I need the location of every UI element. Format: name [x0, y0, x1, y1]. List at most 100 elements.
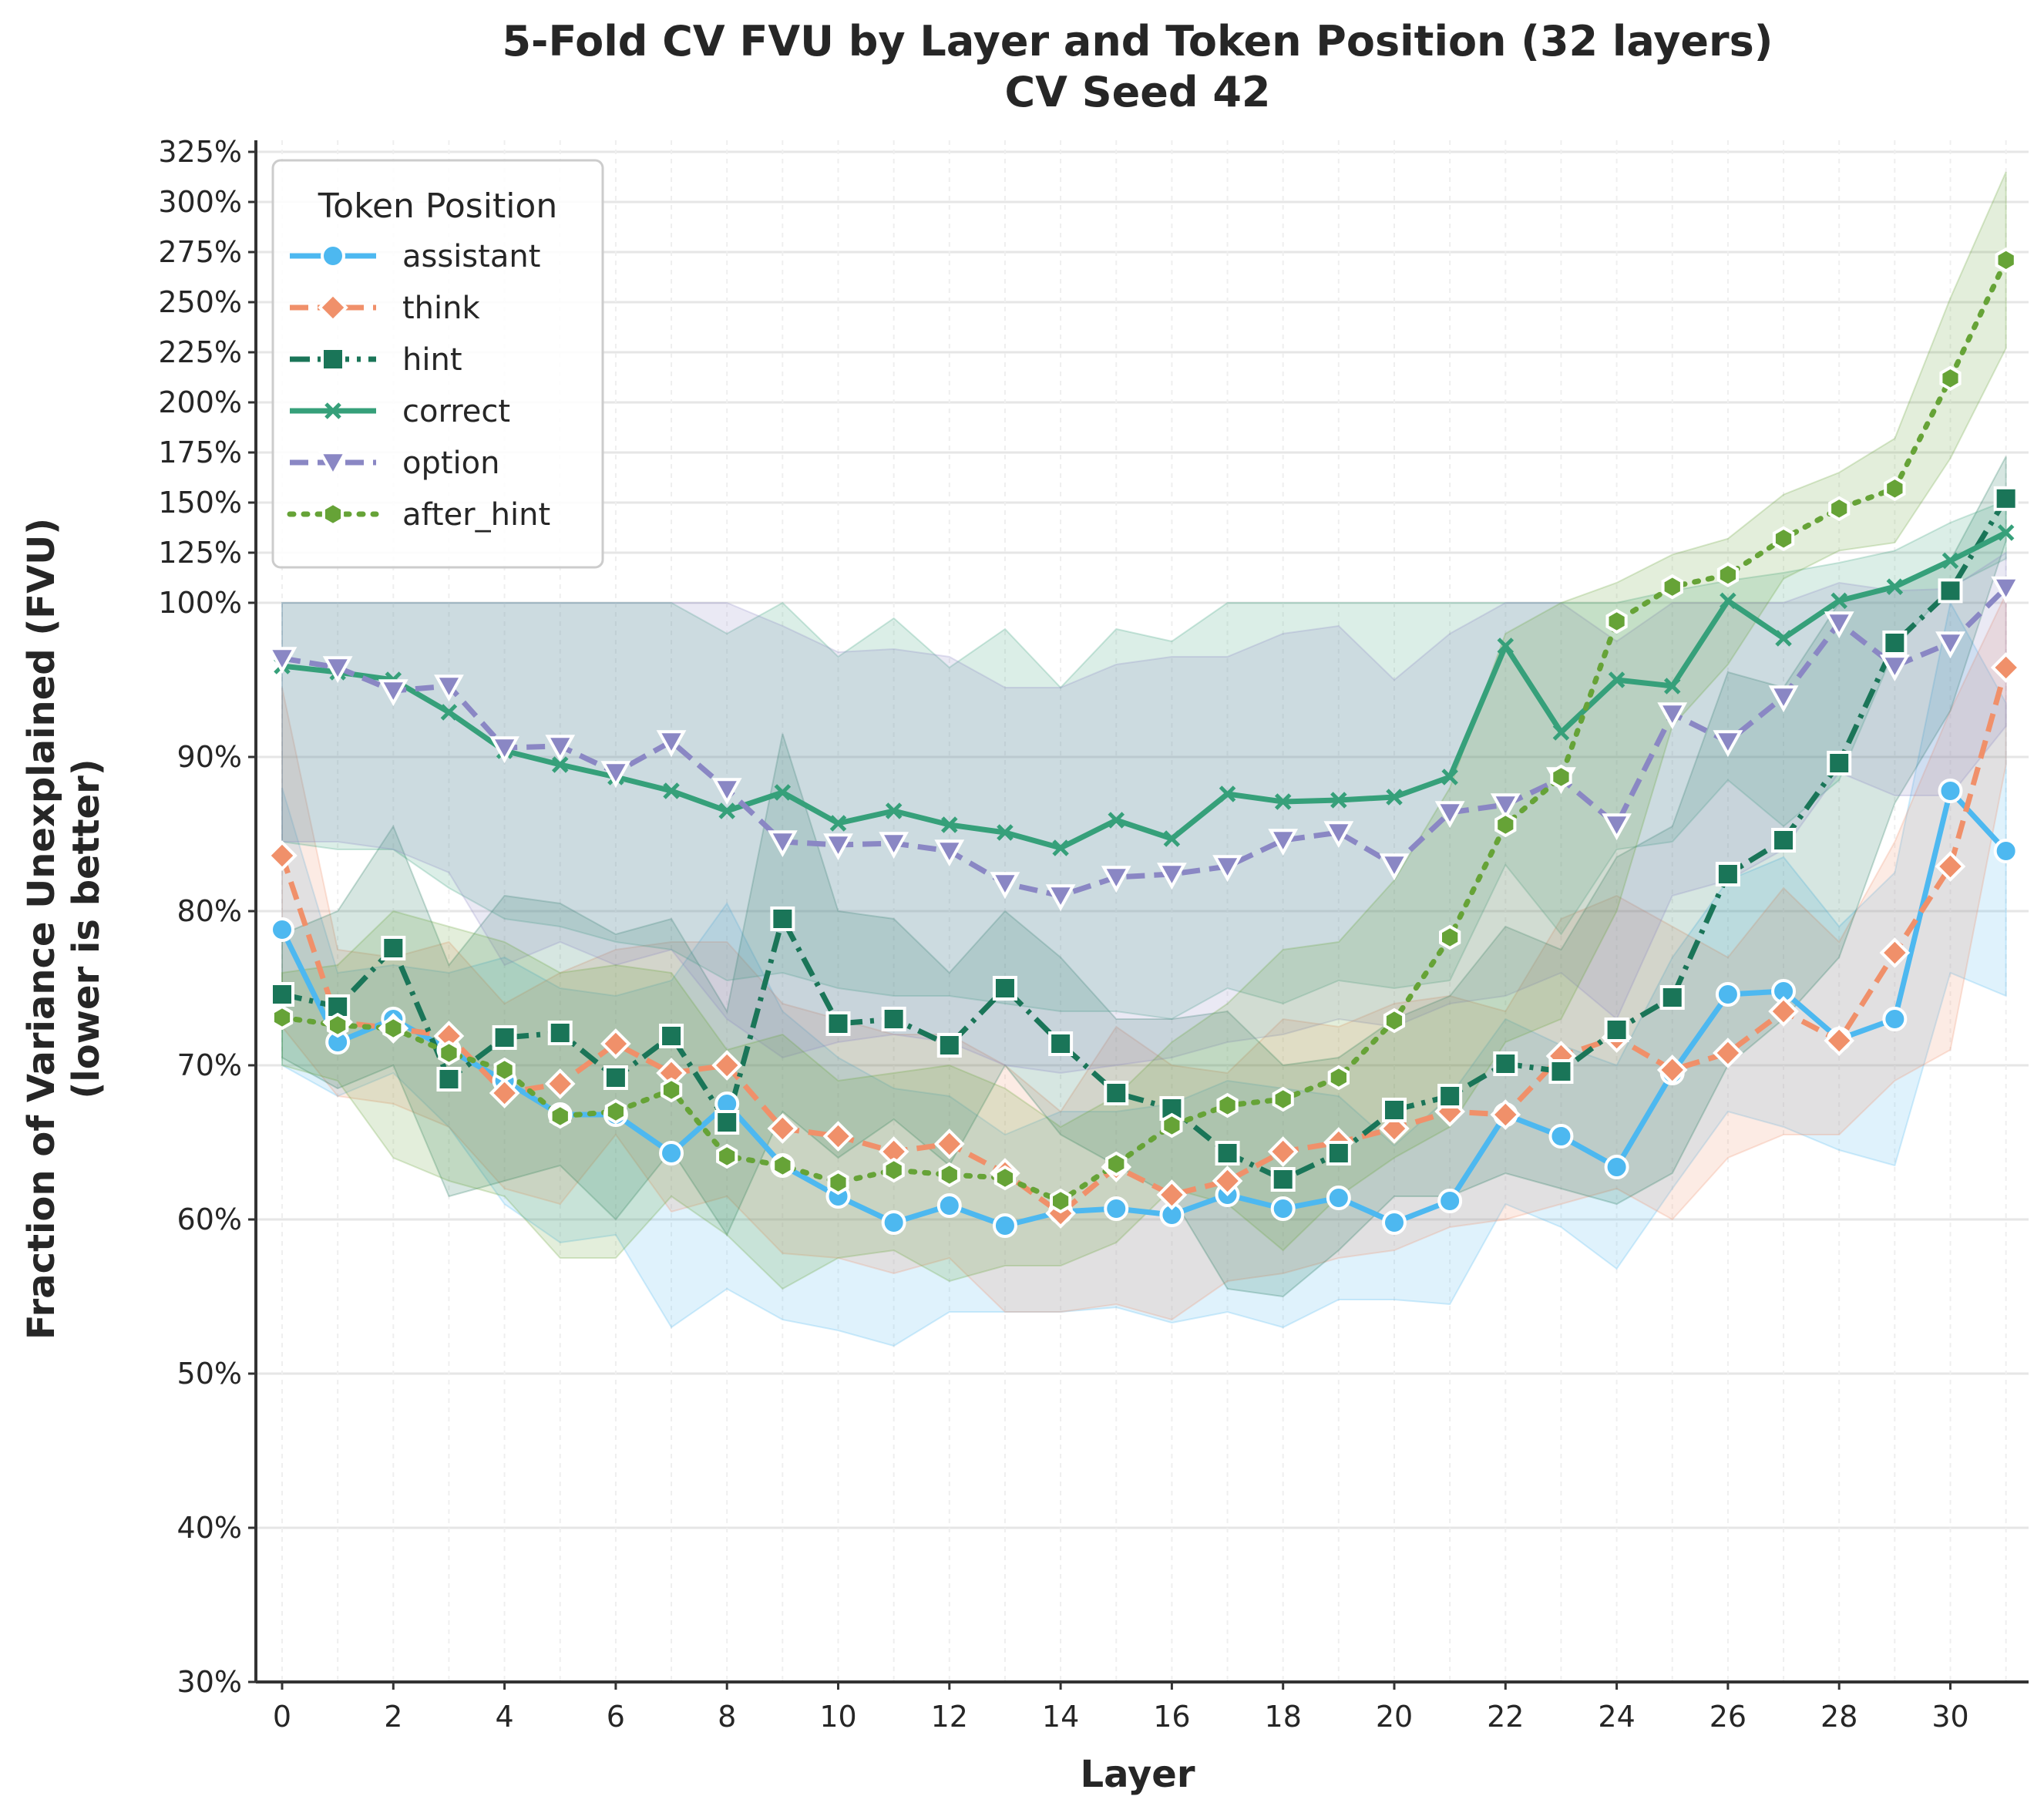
point-think	[1824, 1025, 1855, 1056]
point-after_hint	[1716, 562, 1739, 587]
y-axis-label: Fraction of Variance Unexplained (FVU)	[20, 518, 63, 1340]
x-tick-label: 24	[1598, 1700, 1635, 1734]
point-assistant	[659, 1141, 684, 1166]
point-option	[1157, 863, 1187, 890]
point-option	[1434, 801, 1465, 829]
point-correct	[1886, 578, 1904, 595]
point-hint	[436, 1067, 462, 1092]
point-think	[1490, 1099, 1521, 1130]
y-tick-label: 225%	[158, 335, 242, 369]
point-after_hint	[882, 1157, 905, 1183]
y-tick-label: 90%	[177, 740, 242, 774]
point-assistant	[1326, 1186, 1351, 1210]
y-tick-label: 30%	[177, 1665, 242, 1699]
legend: Token Position assistant think hint correct…	[271, 159, 604, 569]
legend-marker-correct	[324, 402, 341, 419]
point-option	[1657, 702, 1688, 730]
x-tick-label: 22	[1487, 1700, 1524, 1734]
point-hint	[1270, 1167, 1296, 1192]
point-correct	[941, 816, 958, 833]
point-hint	[1938, 578, 1963, 604]
point-hint	[770, 906, 795, 931]
point-after_hint	[1216, 1092, 1239, 1118]
point-option	[1991, 576, 2022, 604]
point-hint	[1493, 1051, 1518, 1076]
band-think	[281, 593, 2007, 1321]
y-tick-label: 200%	[158, 385, 242, 419]
point-hint	[547, 1021, 573, 1045]
point-after_hint	[1550, 764, 1572, 790]
point-think	[1156, 1179, 1188, 1210]
point-think	[1935, 851, 1966, 882]
point-option	[1379, 853, 1410, 881]
point-think	[1990, 652, 2022, 683]
point-hint	[1548, 1059, 1574, 1084]
point-option	[1935, 631, 1965, 659]
point-assistant	[1993, 839, 2019, 863]
point-option	[1323, 821, 1354, 849]
y-tick-label: 175%	[158, 436, 242, 469]
point-think	[711, 1050, 743, 1081]
point-assistant	[1715, 982, 1740, 1007]
point-hint	[1715, 862, 1740, 886]
x-tick-label: 28	[1820, 1700, 1857, 1734]
point-option	[1268, 829, 1299, 856]
legend-marker-after_hint	[321, 501, 345, 527]
legend-label-correct: correct	[402, 394, 510, 429]
point-hint	[1104, 1081, 1129, 1105]
point-option	[1879, 654, 1910, 682]
point-option	[489, 736, 519, 764]
y-tick-label: 275%	[158, 235, 242, 269]
point-option	[545, 735, 576, 762]
point-think	[767, 1113, 798, 1144]
x-tick-label: 30	[1931, 1700, 1968, 1734]
point-think	[600, 1028, 631, 1059]
point-think	[267, 840, 298, 871]
point-option	[1602, 813, 1632, 841]
y-tick-label: 70%	[177, 1048, 242, 1082]
legend-frame	[271, 159, 604, 569]
point-after_hint	[1272, 1086, 1294, 1112]
point-correct	[1608, 671, 1625, 688]
point-assistant	[1382, 1210, 1407, 1235]
y-axis-label-secondary: (lower is better)	[65, 758, 108, 1098]
band-option	[281, 551, 2007, 1075]
point-correct	[1386, 789, 1403, 806]
point-option	[434, 674, 464, 702]
y-tick-label: 250%	[158, 285, 242, 319]
point-after_hint	[438, 1040, 460, 1066]
point-think	[1879, 937, 1911, 968]
point-after_hint	[1605, 608, 1628, 634]
point-after_hint	[1161, 1112, 1183, 1139]
point-option	[1768, 685, 1799, 713]
point-correct	[718, 802, 735, 819]
x-tick-label: 8	[718, 1700, 736, 1734]
x-tick-label: 10	[819, 1700, 856, 1734]
series-markers	[267, 247, 2022, 1238]
y-tick-label: 150%	[158, 486, 242, 520]
point-after_hint	[827, 1169, 849, 1196]
point-correct	[1108, 812, 1125, 829]
point-think	[933, 1128, 965, 1159]
point-option	[711, 778, 742, 806]
point-option	[1824, 611, 1854, 639]
point-correct	[1997, 524, 2015, 541]
point-option	[1212, 855, 1242, 883]
point-assistant	[992, 1213, 1017, 1238]
point-option	[1101, 866, 1131, 893]
y-tick-label: 40%	[177, 1511, 242, 1545]
point-correct	[663, 782, 680, 799]
point-after_hint	[382, 1015, 405, 1041]
point-correct	[1831, 592, 1847, 610]
point-after_hint	[1439, 924, 1461, 950]
point-hint	[1827, 751, 1852, 775]
point-correct	[774, 784, 792, 801]
chart-subtitle: CV Seed 42	[1005, 68, 1271, 116]
y-tick-label: 100%	[158, 586, 242, 620]
point-after_hint	[1884, 476, 1906, 502]
point-after_hint	[938, 1162, 960, 1188]
x-tick-label: 12	[931, 1700, 968, 1734]
point-after_hint	[1105, 1151, 1128, 1177]
point-correct	[1274, 793, 1292, 810]
